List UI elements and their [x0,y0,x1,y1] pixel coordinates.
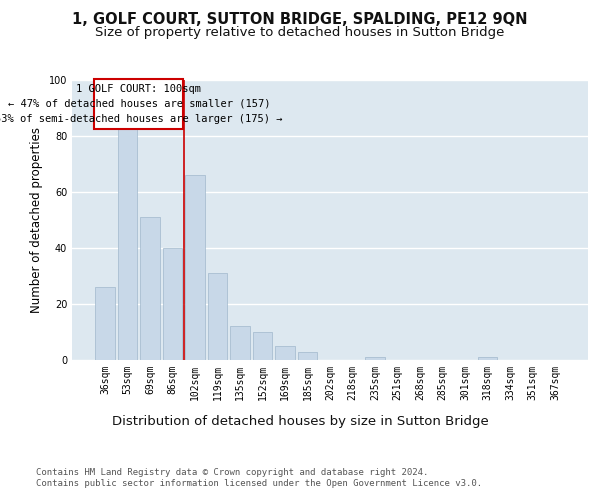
Bar [185,175,205,360]
Bar [365,357,385,360]
Text: Contains HM Land Registry data © Crown copyright and database right 2024.
Contai: Contains HM Land Registry data © Crown c… [36,468,482,487]
Bar [208,273,227,360]
Text: Distribution of detached houses by size in Sutton Bridge: Distribution of detached houses by size … [112,415,488,428]
Bar [118,125,137,360]
Text: 1, GOLF COURT, SUTTON BRIDGE, SPALDING, PE12 9QN: 1, GOLF COURT, SUTTON BRIDGE, SPALDING, … [72,12,528,28]
Bar [253,332,272,360]
Bar [298,352,317,360]
Y-axis label: Number of detached properties: Number of detached properties [30,127,43,313]
Bar [140,217,160,360]
Bar [95,287,115,360]
Text: Size of property relative to detached houses in Sutton Bridge: Size of property relative to detached ho… [95,26,505,39]
Bar [163,248,182,360]
FancyBboxPatch shape [94,78,184,129]
Bar [275,346,295,360]
Text: 1 GOLF COURT: 100sqm
← 47% of detached houses are smaller (157)
53% of semi-deta: 1 GOLF COURT: 100sqm ← 47% of detached h… [0,84,283,124]
Bar [230,326,250,360]
Bar [478,357,497,360]
